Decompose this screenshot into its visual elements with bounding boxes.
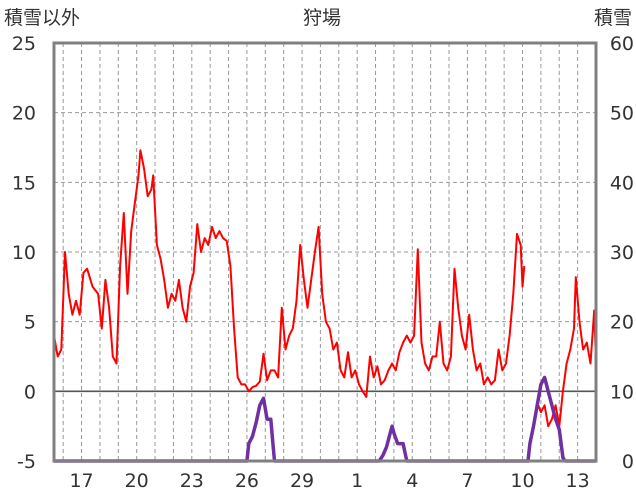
left-tick-label: 15 — [12, 172, 36, 194]
right-tick-label: 10 — [610, 381, 634, 403]
x-tick-label: 1 — [351, 470, 363, 492]
non-snow-line — [536, 276, 597, 428]
right-tick-label: 30 — [610, 242, 634, 264]
snow-depth-line — [54, 375, 596, 463]
x-tick-label: 17 — [69, 470, 93, 492]
left-tick-label: -5 — [17, 451, 36, 473]
non-snow-line — [53, 149, 526, 398]
chart-series — [53, 149, 597, 463]
right-tick-label: 40 — [610, 172, 634, 194]
right-tick-label: 60 — [610, 33, 634, 55]
axis-ticks: -5 0 5 10 15 20 25 0 10 20 30 40 50 60 17 20 23 26 29 1 4 7 10… — [12, 33, 634, 492]
right-axis-title: 積雪 — [594, 7, 632, 29]
left-tick-label: 10 — [12, 242, 36, 264]
x-tick-label: 10 — [510, 470, 534, 492]
right-tick-label: 0 — [622, 451, 634, 473]
x-tick-label: 26 — [235, 470, 259, 492]
left-tick-label: 0 — [24, 381, 36, 403]
x-tick-label: 20 — [125, 470, 149, 492]
x-tick-label: 7 — [461, 470, 473, 492]
plot-frame — [52, 41, 598, 463]
x-tick-label: 29 — [290, 470, 314, 492]
right-tick-label: 20 — [610, 312, 634, 334]
left-tick-label: 25 — [12, 33, 36, 55]
left-tick-label: 5 — [24, 312, 36, 334]
chart-gridlines — [54, 42, 596, 462]
chart-title: 狩場 — [303, 7, 341, 29]
x-tick-label: 4 — [406, 470, 418, 492]
x-tick-label: 23 — [180, 470, 204, 492]
x-tick-label: 13 — [566, 470, 590, 492]
left-axis-title: 積雪以外 — [4, 7, 80, 29]
right-tick-label: 50 — [610, 103, 634, 125]
left-tick-label: 20 — [12, 103, 36, 125]
